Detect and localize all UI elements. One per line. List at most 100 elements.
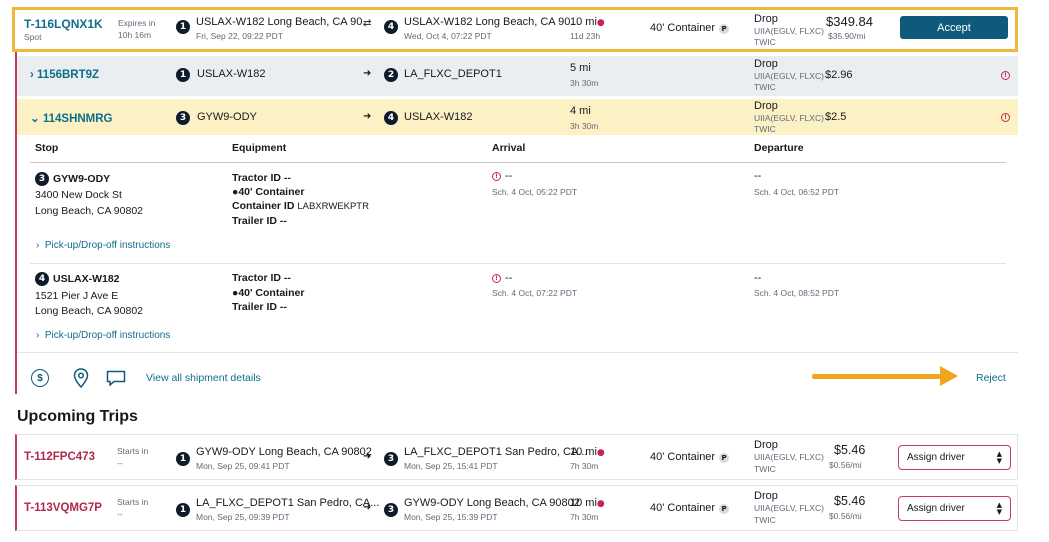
expires-label: Expires in: [118, 18, 156, 28]
starts-label: Starts in: [117, 446, 149, 456]
departure-actual: --: [754, 170, 762, 182]
distance: 10 mi●: [570, 16, 605, 28]
load-id[interactable]: ⌄ 114SHNMRG: [30, 111, 113, 125]
load-id-label: 1156BRT9Z: [37, 69, 100, 81]
load-row[interactable]: [17, 56, 1018, 96]
column-header-stop: Stop: [35, 142, 59, 154]
stop-address-line1: 1521 Pier J Ave E: [35, 290, 119, 302]
view-all-shipment-link[interactable]: View all shipment details: [146, 372, 261, 384]
trip-id[interactable]: T-116LQNX1K: [24, 17, 103, 31]
chevron-down-icon: ⌄: [30, 113, 43, 125]
drop-label: Drop: [754, 439, 778, 451]
destination-location: GYW9-ODY Long Beach, CA 90802: [404, 497, 580, 509]
origin-location: USLAX-W182: [197, 68, 266, 80]
divider: [30, 162, 1006, 163]
annotation-arrow: [812, 374, 942, 379]
equipment-badge: P: [719, 24, 730, 34]
rate: $35.90/mi: [828, 31, 866, 41]
load-id-label: 114SHNMRG: [42, 113, 113, 125]
equipment: 40' Container P: [650, 22, 730, 34]
stop-number-icon: 4: [35, 272, 49, 286]
select-arrows-icon: ▲ ▼: [996, 449, 1002, 465]
container-id-label: Container ID: [232, 200, 295, 212]
origin-location: LA_FLXC_DEPOT1 San Pedro, CA...: [196, 497, 380, 509]
equipment-label: 40' Container: [650, 22, 716, 34]
stop-number-icon: 1: [176, 503, 190, 517]
driver-person-icon: ●: [596, 18, 605, 28]
container-id: Container ID LABXRWEKPTR: [232, 200, 369, 212]
stop-address-line2: Long Beach, CA 90802: [35, 305, 144, 317]
price: $2.5: [825, 111, 847, 123]
container-id-value: LABXRWEKPTR: [297, 201, 369, 212]
stop-name: 4 USLAX-W182: [35, 272, 120, 286]
accept-button[interactable]: Accept: [900, 16, 1008, 39]
trailer-id: Trailer ID --: [232, 215, 287, 227]
instructions-link[interactable]: › Pick-up/Drop-off instructions: [36, 330, 170, 341]
price: $5.46: [834, 443, 866, 457]
message-icon[interactable]: [106, 370, 126, 386]
departure-actual: --: [754, 272, 762, 284]
equipment: 40' Container P: [650, 502, 730, 514]
trip-id[interactable]: T-113VQMG7P: [24, 502, 102, 514]
left-accent-bar: [15, 52, 17, 394]
arrow-right-icon: ➜: [363, 451, 372, 462]
trailer-id: Trailer ID --: [232, 301, 287, 313]
destination-location: USLAX-W182: [404, 111, 473, 123]
stop-number-icon: 3: [176, 111, 190, 125]
arrival-scheduled: Sch. 4 Oct, 05:22 PDT: [492, 187, 578, 197]
duration: 3h 30m: [570, 78, 599, 88]
price: $2.96: [825, 69, 853, 81]
chevron-right-icon: ›: [36, 240, 45, 251]
load-row-expanded[interactable]: [17, 99, 1018, 135]
load-id[interactable]: › 1156BRT9Z: [30, 69, 99, 81]
starts-value: --: [117, 509, 123, 519]
drop-label: Drop: [754, 100, 778, 112]
dollar-icon[interactable]: $: [31, 369, 49, 387]
tractor-id: Tractor ID --: [232, 172, 291, 184]
stop-number-icon: 1: [176, 452, 190, 466]
requirement: UIIA(EGLV, FLXC): [754, 26, 824, 36]
reject-link[interactable]: Reject: [976, 372, 1006, 384]
starts-label: Starts in: [117, 497, 149, 507]
origin-time: Mon, Sep 25, 09:41 PDT: [196, 461, 290, 471]
requirement: UIIA(EGLV, FLXC): [754, 113, 824, 123]
drop-label: Drop: [754, 13, 778, 25]
container-type: ●40' Container: [232, 186, 304, 198]
destination-time: Mon, Sep 25, 15:39 PDT: [404, 512, 498, 522]
drop-label: Drop: [754, 58, 778, 70]
container-dot-icon: ●: [232, 287, 239, 299]
warning-icon: !: [492, 273, 501, 283]
assign-driver-select[interactable]: Assign driver ▲ ▼: [898, 496, 1011, 521]
stop-name-label: USLAX-W182: [53, 273, 120, 285]
distance: 10 mi●: [570, 446, 605, 458]
location-pin-icon[interactable]: [73, 368, 89, 388]
stop-number-icon: 4: [384, 111, 398, 125]
stop-number-icon: 3: [384, 452, 398, 466]
price: $349.84: [826, 14, 873, 29]
arrival-actual-value: --: [505, 272, 513, 284]
distance: 4 mi: [570, 105, 591, 117]
warning-icon: !: [492, 171, 501, 181]
trip-id[interactable]: T-112FPC473: [24, 451, 95, 463]
chevron-right-icon: ›: [30, 69, 38, 81]
requirement: UIIA(EGLV, FLXC): [754, 503, 824, 513]
divider: [17, 352, 1018, 353]
arrival-actual: ! --: [492, 272, 512, 284]
accept-button-label: Accept: [937, 21, 971, 34]
distance-value: 10 mi: [570, 446, 597, 458]
assign-driver-label: Assign driver: [907, 503, 965, 514]
stop-number-icon: 4: [384, 20, 398, 34]
column-header-arrival: Arrival: [492, 142, 526, 154]
warning-icon: !: [1001, 113, 1010, 122]
requirement: UIIA(EGLV, FLXC): [754, 452, 824, 462]
distance: 5 mi: [570, 62, 591, 74]
instructions-link[interactable]: › Pick-up/Drop-off instructions: [36, 240, 170, 251]
origin-location: USLAX-W182 Long Beach, CA 90...: [196, 16, 372, 28]
warning-icon: !: [1001, 71, 1010, 80]
chevron-right-icon: ›: [36, 330, 45, 341]
assign-driver-select[interactable]: Assign driver ▲ ▼: [898, 445, 1011, 470]
departure-scheduled: Sch. 4 Oct, 08:52 PDT: [754, 288, 840, 298]
duration: 7h 30m: [570, 512, 599, 522]
rate: $0.56/mi: [829, 511, 862, 521]
equipment-label: 40' Container: [650, 502, 716, 514]
